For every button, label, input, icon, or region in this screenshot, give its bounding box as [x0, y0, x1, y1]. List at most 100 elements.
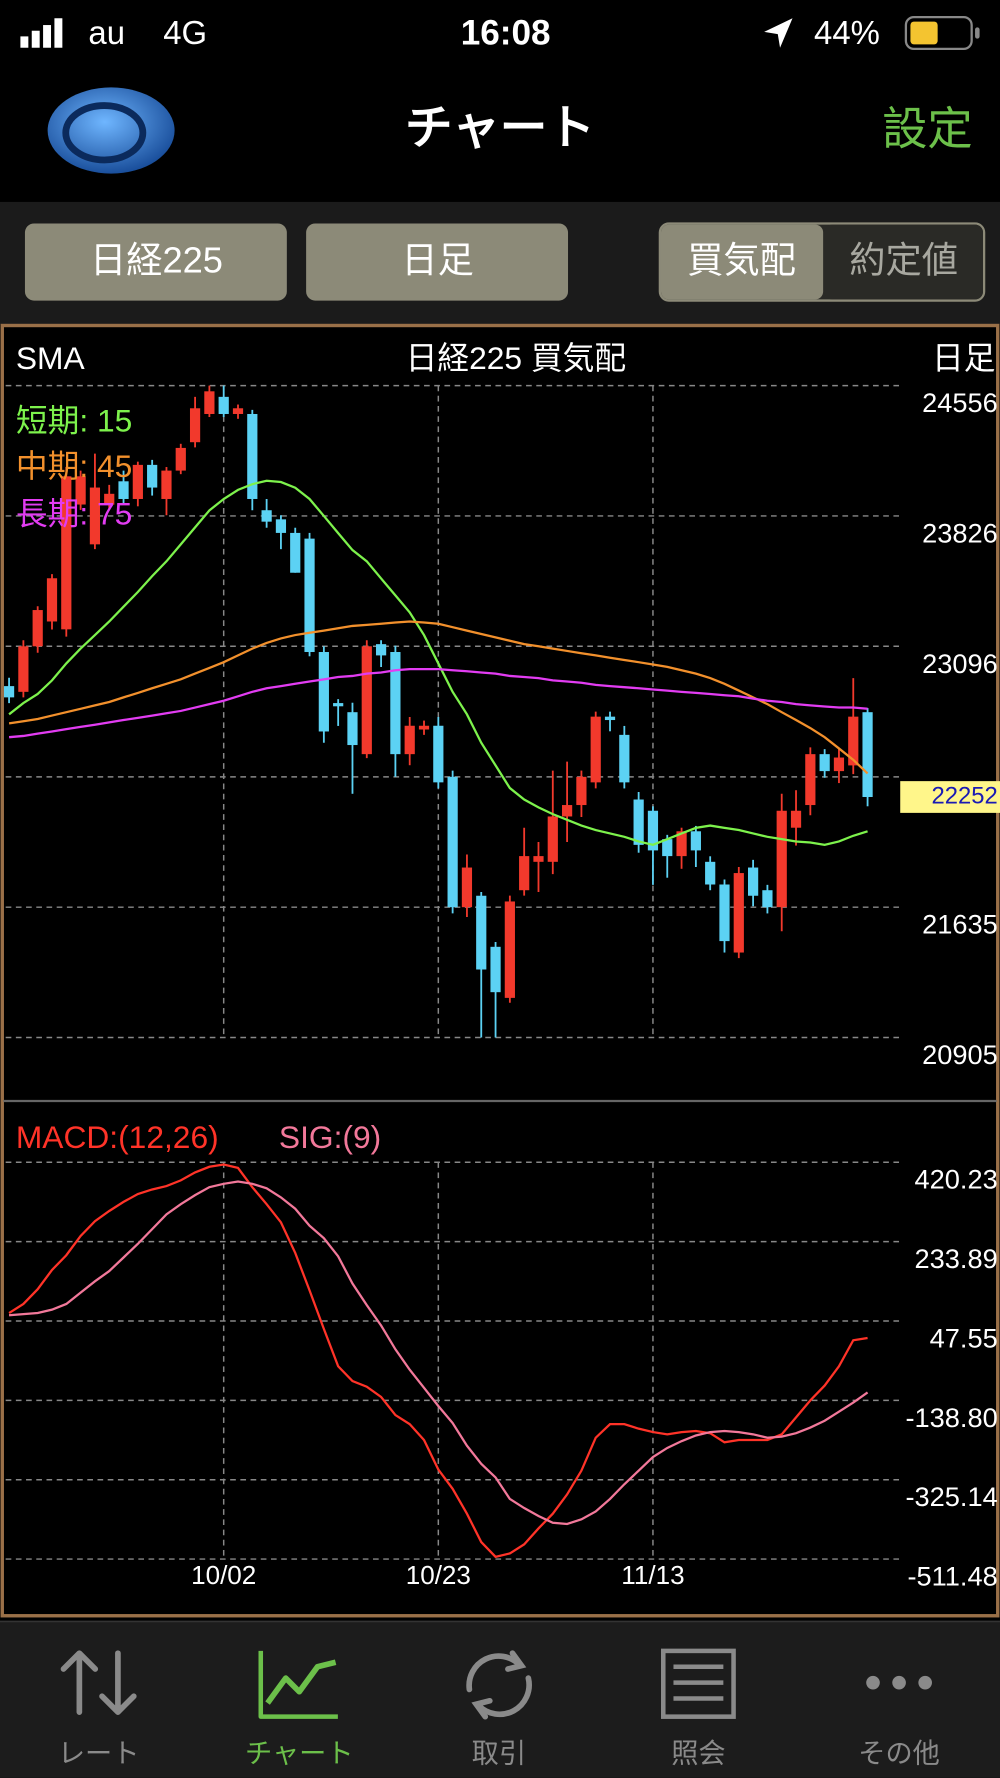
- candle-body: [504, 901, 515, 998]
- y-tick-label: 420.23: [915, 1164, 998, 1195]
- candle-body: [204, 391, 215, 414]
- indicator-line: [8, 620, 869, 775]
- symbol-label: 日経225: [90, 240, 223, 281]
- tab-label[interactable]: レート: [58, 1737, 140, 1768]
- more-icon[interactable]: [866, 1675, 932, 1690]
- candle-body: [790, 810, 802, 828]
- candle-body: [719, 884, 730, 942]
- header-title: チャート: [405, 102, 595, 155]
- logo-swirl: [62, 102, 147, 164]
- signal-bar: [43, 25, 52, 48]
- candle-body: [304, 538, 315, 653]
- candle-body: [361, 646, 372, 755]
- rate-icon[interactable]: [60, 1650, 137, 1715]
- candle-body: [476, 895, 487, 970]
- candle-body: [104, 493, 115, 505]
- candle-body: [848, 716, 859, 766]
- candle-body: [748, 867, 759, 896]
- candle-body: [862, 712, 873, 798]
- candle-body: [662, 839, 673, 857]
- chart-title: 日経225 買気配: [406, 340, 626, 376]
- indicator-line: [8, 1180, 869, 1526]
- candle-body: [247, 413, 258, 499]
- signal-bar: [20, 36, 29, 48]
- network: 4G: [163, 14, 207, 51]
- y-tick-label: 23826: [922, 517, 998, 548]
- candle-body: [318, 652, 329, 732]
- segment-label: 約定値: [849, 240, 958, 281]
- y-tick-label: 24556: [922, 387, 998, 418]
- candle-body: [147, 464, 158, 488]
- indicator-line: [8, 668, 868, 739]
- segment-label: 買気配: [687, 240, 796, 281]
- indicator-label: SMA: [16, 340, 86, 376]
- clock: 16:08: [461, 14, 551, 53]
- legend-entry: 長期: 75: [16, 495, 132, 531]
- candle-body: [161, 470, 172, 499]
- x-tick-label: 10/02: [191, 1560, 256, 1590]
- indicator-line: [8, 479, 868, 847]
- y-tick-label: -511.48: [907, 1561, 997, 1592]
- candle-body: [619, 734, 630, 783]
- tab-label[interactable]: 取引: [472, 1737, 526, 1768]
- x-tick-label: 10/23: [406, 1560, 471, 1590]
- header: チャート 設定: [47, 87, 973, 174]
- candle-body: [333, 703, 344, 707]
- candle-body: [275, 519, 287, 533]
- trade-icon[interactable]: [466, 1650, 532, 1720]
- tab-label[interactable]: チャート: [245, 1737, 354, 1768]
- candle-body: [61, 476, 72, 630]
- segment[interactable]: [660, 224, 824, 300]
- symbol-button[interactable]: [24, 223, 287, 301]
- candle-body: [375, 644, 387, 656]
- candle-body: [647, 810, 659, 851]
- indicator-line: [8, 1163, 868, 1559]
- candle-body: [232, 408, 244, 414]
- y-tick-label: 233.89: [915, 1243, 998, 1274]
- candle-body: [175, 447, 186, 471]
- period-button[interactable]: [306, 223, 569, 301]
- battery-fill: [910, 21, 938, 45]
- y-tick-label: 21635: [922, 909, 998, 940]
- candle-body: [75, 476, 86, 505]
- tab-label[interactable]: 照会: [671, 1737, 725, 1768]
- status-bar: au 4G 16:08 44%: [20, 14, 980, 53]
- legend-entry: SIG:(9): [279, 1119, 381, 1155]
- candle-body: [519, 856, 530, 891]
- candle-body: [132, 464, 143, 499]
- candle-body: [447, 776, 458, 908]
- candle-body: [576, 776, 587, 806]
- candle-body: [32, 610, 43, 647]
- signal-bar: [31, 30, 40, 48]
- candle-body: [633, 799, 644, 845]
- inquiry-icon[interactable]: [660, 1648, 736, 1719]
- price-plot: [3, 384, 900, 1039]
- candle-body: [533, 856, 544, 862]
- segment[interactable]: [824, 224, 983, 300]
- macd-plot: [5, 1161, 900, 1560]
- y-tick-label: 47.55: [930, 1322, 998, 1353]
- chart-overlay: 24556238262309622365216352090522252短期: 1…: [16, 387, 1000, 1592]
- candle-body: [347, 712, 358, 746]
- candle-body: [261, 510, 272, 522]
- candle-body: [833, 757, 845, 772]
- candle-body: [690, 831, 701, 851]
- last-price-box: [900, 781, 1000, 813]
- candle-body: [733, 873, 744, 953]
- tab-bar: [0, 1621, 1000, 1778]
- candle-body: [46, 578, 58, 622]
- carrier: au: [88, 14, 125, 51]
- x-tick-label: 11/13: [621, 1560, 684, 1590]
- signal-bar: [54, 18, 63, 48]
- candle-body: [590, 716, 601, 783]
- y-tick-label: 20905: [922, 1039, 998, 1070]
- chart-icon[interactable]: [258, 1650, 338, 1719]
- candle-body: [418, 725, 430, 730]
- legend-entry: 短期: 15: [16, 402, 132, 438]
- candle-body: [89, 487, 101, 545]
- candle-body: [561, 805, 573, 817]
- candle-body: [290, 532, 301, 573]
- tab-label[interactable]: その他: [858, 1737, 940, 1768]
- settings-button[interactable]: 設定: [882, 104, 973, 155]
